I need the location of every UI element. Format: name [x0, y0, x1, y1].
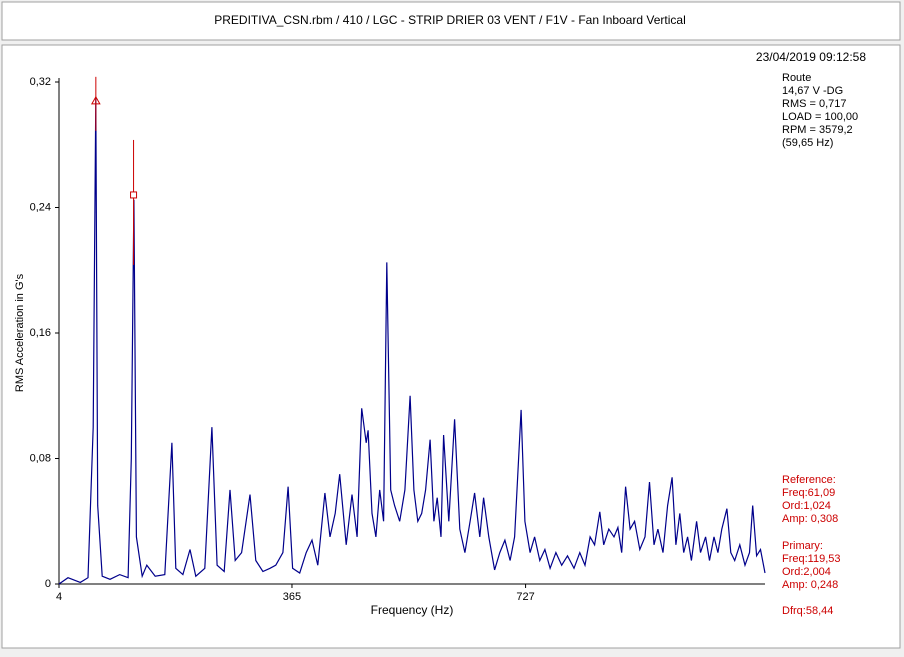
cursor-text: Ord:1,024: [782, 500, 831, 512]
timestamp: 23/04/2019 09:12:58: [756, 50, 866, 64]
cursor-text: Freq:119,53: [782, 553, 841, 565]
cursor-text: Primary:: [782, 540, 823, 552]
info-line: LOAD = 100,00: [782, 111, 858, 123]
plot-panel: [1, 44, 901, 649]
info-line: Route: [782, 72, 811, 84]
cursor-text: Amp: 0,308: [782, 513, 838, 525]
chart-title: PREDITIVA_CSN.rbm / 410 / LGC - STRIP DR…: [214, 13, 686, 27]
spectrum-line: [58, 97, 766, 585]
info-line: RPM = 3579,2: [782, 124, 853, 136]
cursor-text: Reference:: [782, 474, 836, 486]
x-tick-label: 727: [516, 591, 534, 603]
dfrq-text: Dfrq:58,44: [782, 605, 833, 617]
y-tick-label: 0,24: [30, 201, 51, 213]
info-line: 14,67 V -DG: [782, 85, 843, 97]
y-tick-label: 0,32: [30, 76, 51, 88]
y-tick-label: 0,16: [30, 327, 51, 339]
cursor-text: Amp: 0,248: [782, 579, 838, 591]
x-axis-label: Frequency (Hz): [371, 603, 454, 617]
cursor-text: Ord:2,004: [782, 566, 831, 578]
cursor-text: Freq:61,09: [782, 487, 835, 499]
info-line: RMS = 0,717: [782, 98, 847, 110]
x-tick-label: 4: [56, 591, 62, 603]
info-line: (59,65 Hz): [782, 137, 833, 149]
x-tick-label: 365: [283, 591, 301, 603]
y-tick-label: 0,08: [30, 452, 51, 464]
title-bar: [1, 1, 901, 41]
reference-marker: [90, 95, 101, 105]
primary-marker: [130, 191, 138, 199]
y-tick-label: 0: [45, 578, 51, 590]
y-axis-label: RMS Acceleration in G's: [14, 273, 26, 392]
